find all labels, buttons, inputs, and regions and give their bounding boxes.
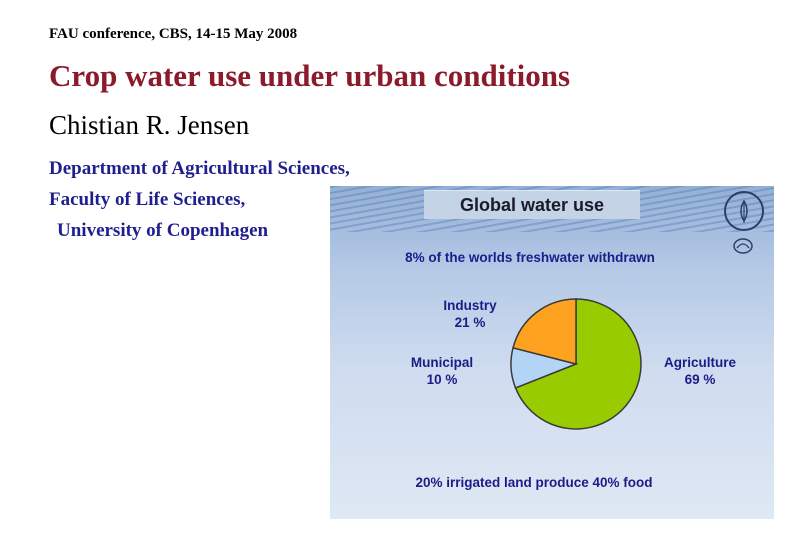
pie-slice-industry bbox=[512, 298, 577, 365]
slice-label-municipal-name: Municipal bbox=[410, 355, 474, 370]
slice-label-agriculture-name: Agriculture bbox=[663, 355, 736, 370]
chart-subtitle: 8% of the worlds freshwater withdrawn bbox=[405, 250, 655, 265]
affiliation-block: Department of Agricultural Sciences, Fac… bbox=[49, 153, 350, 246]
conference-line: FAU conference, CBS, 14-15 May 2008 bbox=[49, 26, 298, 42]
slice-label-agriculture-value: 69 % bbox=[684, 372, 716, 387]
slice-label-industry: Industry 21 % bbox=[420, 297, 520, 331]
chart-title: Global water use bbox=[424, 190, 640, 219]
slice-label-municipal-value: 10 % bbox=[426, 372, 458, 387]
affiliation-line-university: University of Copenhagen bbox=[57, 220, 269, 241]
slice-label-industry-name: Industry bbox=[443, 298, 497, 313]
page-title: Crop water use under urban conditions bbox=[49, 58, 571, 93]
author-name: Chistian R. Jensen bbox=[49, 110, 250, 140]
affiliation-line-department: Department of Agricultural Sciences, bbox=[49, 158, 350, 179]
fao-small-emblem-icon bbox=[733, 238, 753, 254]
pie-slice-agriculture bbox=[514, 298, 642, 430]
slice-label-agriculture: Agriculture 69 % bbox=[645, 354, 755, 388]
pie-chart bbox=[510, 298, 642, 430]
chart-footer: 20% irrigated land produce 40% food bbox=[415, 475, 653, 490]
slice-label-industry-value: 21 % bbox=[454, 315, 486, 330]
fao-logo-icon bbox=[724, 191, 764, 231]
affiliation-line-faculty: Faculty of Life Sciences, bbox=[49, 189, 246, 210]
slice-label-municipal: Municipal 10 % bbox=[392, 354, 492, 388]
chart-slide: Global water use 8% of the worlds freshw… bbox=[330, 186, 774, 519]
